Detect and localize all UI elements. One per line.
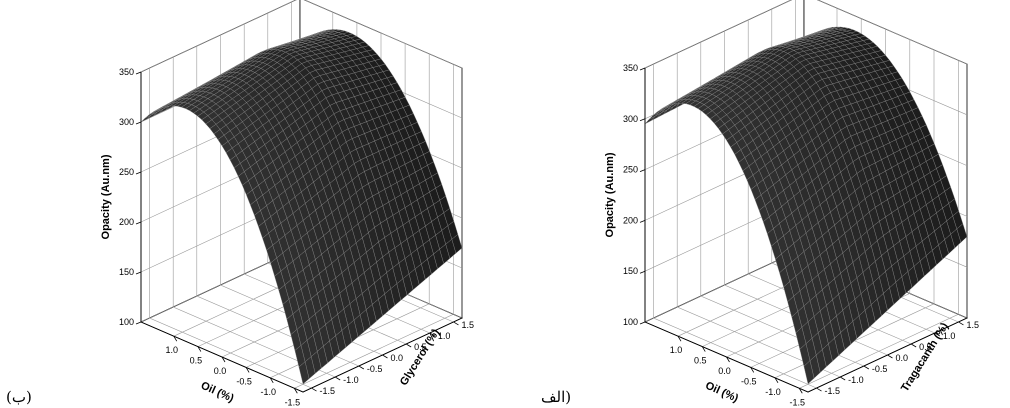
z-tick (135, 221, 142, 225)
z-tick (135, 171, 142, 175)
oil-tick-label: 1.0 (166, 345, 179, 355)
z-tick (135, 271, 142, 275)
oil-tick (269, 377, 274, 384)
factor-tick (429, 332, 436, 337)
oil-tick (750, 367, 755, 373)
oil-tick (197, 346, 202, 352)
z-tick (639, 220, 646, 223)
factor-tick-label: -1.5 (825, 386, 841, 396)
factor-tick-label: -1.5 (320, 386, 336, 396)
factor-tick-label: 0.0 (391, 353, 404, 363)
surface-cell (298, 361, 310, 385)
z-tick-label: 100 (623, 317, 638, 327)
z-tick-label: 300 (623, 114, 638, 124)
grid-line-opacity (644, 0, 968, 69)
z-tick (639, 169, 646, 172)
z-tick (639, 67, 646, 71)
oil-tick-label: 0.0 (214, 366, 227, 376)
oil-tick (677, 335, 682, 342)
oil-axis-label: Oil (%) (703, 380, 740, 405)
box-front-edge (644, 317, 968, 393)
z-tick (639, 118, 646, 122)
factor-tick (816, 387, 822, 392)
factor-tick (839, 376, 846, 381)
z-tick-label: 350 (623, 63, 638, 73)
z-tick-label: 200 (623, 215, 638, 225)
factor-tick (334, 376, 341, 381)
surface-mesh (140, 29, 463, 385)
factor-tick (958, 321, 964, 326)
z-tick (135, 321, 142, 325)
surface-plot-tragacanth-canvas: 100 150 200 250 300 350 1.0 0.5 0.0 -0.5 -1.0 -1.5 1… (604, 0, 979, 407)
factor-tick (453, 321, 459, 326)
grid-line-opacity (140, 0, 463, 73)
factor-axis-label: Glycerol (%) (398, 327, 442, 388)
factor-tick (863, 365, 870, 370)
oil-tick (726, 356, 730, 363)
z-tick-label: 300 (119, 117, 134, 127)
surface-plot-tragacanth: 100 150 200 250 300 350 1.0 0.5 0.0 -0.5 -1.0 -1.5 1… (505, 0, 1010, 408)
surface-plot-glycerol: 100 150 200 250 300 350 1.0 0.5 0.0 -0.5 -1.0 -1.5 1… (6, 0, 474, 407)
factor-tick-label: -0.5 (872, 364, 888, 374)
oil-tick-label: -0.5 (236, 376, 252, 386)
oil-tick-label: -1.5 (790, 397, 806, 407)
factor-tick-label: 1.0 (943, 331, 956, 341)
factor-tick-label: -1.0 (343, 375, 359, 385)
oil-axis-label: Oil (%) (199, 380, 236, 405)
oil-tick-label: -1.0 (260, 387, 276, 397)
z-tick-label: 250 (623, 165, 638, 175)
surface-plot-glycerol-canvas: 100 150 200 250 300 350 1.0 0.5 0.0 -0.5 -1.0 -1.5 1… (100, 0, 474, 407)
oil-tick-label: -1.5 (285, 397, 301, 407)
oil-tick (774, 377, 779, 384)
factor-tick (382, 354, 388, 359)
z-axis-label: Opacity (Au.nm) (100, 154, 112, 239)
oil-tick (245, 367, 250, 373)
factor-tick-label: 1.5 (461, 320, 474, 330)
z-tick-label: 200 (119, 217, 134, 227)
factor-tick-label: 1.0 (438, 331, 451, 341)
factor-tick-label: 0.0 (896, 353, 909, 363)
box-front-edge (140, 317, 463, 393)
z-tick-label: 250 (119, 167, 134, 177)
factor-tick (311, 387, 317, 392)
factor-tick-label: -1.0 (848, 375, 864, 385)
oil-tick (798, 388, 803, 394)
oil-tick (701, 346, 706, 352)
oil-tick (173, 335, 178, 342)
z-axis-label: Opacity (Au.nm) (604, 152, 616, 237)
oil-tick-label: 0.0 (718, 366, 731, 376)
z-tick (639, 270, 646, 274)
surface-cell (803, 360, 815, 385)
oil-tick-label: 1.0 (670, 345, 683, 355)
surface-mesh (644, 26, 968, 385)
oil-tick (221, 356, 226, 363)
z-tick-label: 150 (623, 266, 638, 276)
z-tick (135, 121, 142, 125)
z-tick (639, 321, 646, 325)
factor-tick (910, 343, 917, 348)
panel-label-right: الف) (541, 388, 572, 406)
factor-tick (934, 332, 941, 337)
oil-tick (293, 388, 298, 394)
factor-tick-label: -0.5 (367, 364, 383, 374)
z-tick-label: 100 (119, 317, 134, 327)
factor-tick-label: 1.5 (966, 320, 979, 330)
z-tick (135, 71, 142, 75)
oil-tick-label: -1.0 (765, 387, 781, 397)
z-tick-label: 350 (119, 67, 134, 77)
oil-tick-label: 0.5 (190, 356, 203, 366)
factor-tick (405, 343, 412, 348)
z-tick-label: 150 (119, 267, 134, 277)
factor-tick (358, 365, 365, 370)
oil-tick-label: -0.5 (741, 376, 757, 386)
factor-tick-label: 0.5 (414, 342, 427, 352)
oil-tick-label: 0.5 (694, 356, 707, 366)
panel-label-left: (ب) (6, 388, 32, 406)
factor-tick-label: 0.5 (919, 342, 932, 352)
factor-tick (887, 354, 893, 359)
